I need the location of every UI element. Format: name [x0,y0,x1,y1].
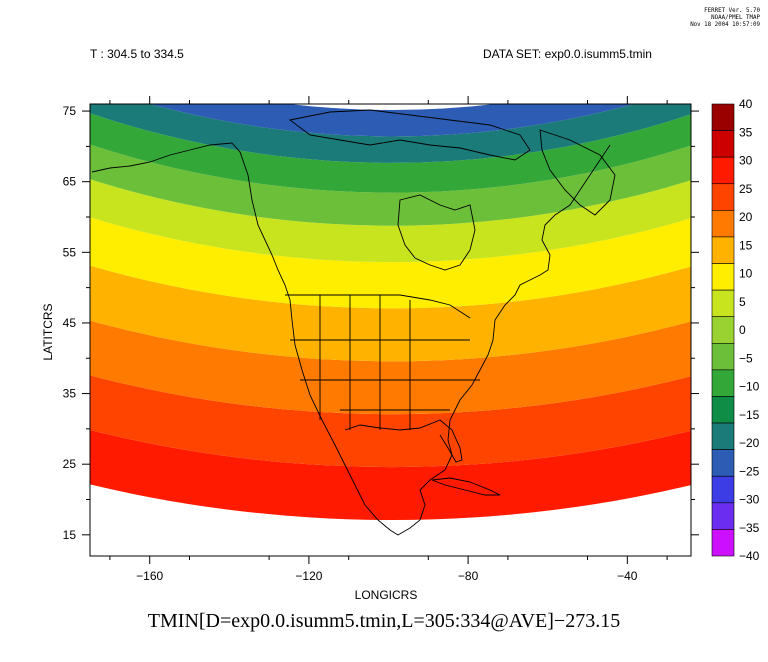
colorbar-label: −15 [739,408,760,422]
ferret-version: FERRET Ver. 5.70 [704,8,760,14]
y-tick-label: 25 [63,457,77,471]
colorbar-label: 15 [739,238,753,252]
temperature-field [90,104,691,521]
temperature-band [90,113,691,193]
greenland-coastline [539,129,616,216]
colorbar-swatch [711,130,735,158]
florida-coastline [439,419,463,463]
hudson-bay-coastline [397,194,476,271]
plot-frame [89,103,692,557]
colorbar-swatch [711,422,735,450]
y-tick-label: 75 [63,104,77,118]
x-tick-label: −120 [295,569,322,583]
temperature-band [90,375,691,468]
colorbar-swatch [711,103,735,131]
y-axis-label: LATITCRS [41,303,55,360]
colorbar-label: −40 [739,549,760,563]
colorbar-swatch [711,475,735,504]
x-tick-label: −160 [136,569,163,583]
colorbar-swatch [711,183,735,211]
ferret-org: NOAA/PMEL TMAP [711,15,760,21]
gulf-coastline [344,419,441,431]
y-tick-label: 55 [63,245,77,259]
colorbar-label: 25 [739,182,753,196]
temperature-band [90,104,691,163]
colorbar-swatch [711,369,735,397]
colorbar-label: 0 [739,323,746,337]
y-tick-label: 35 [63,387,77,401]
x-axis-label: LONGICRS [355,588,418,602]
time-range-label: T : 304.5 to 334.5 [90,47,184,61]
coastlines [91,109,616,536]
colorbar-label: −5 [739,351,753,365]
colorbar-swatch [711,236,735,264]
temperature-band [150,104,634,137]
temperature-band [90,217,691,309]
y-tick-label: 45 [63,316,77,330]
colorbar-label: −25 [739,464,760,478]
north-america-coastline [91,142,611,536]
us-state-lines [290,295,480,430]
colorbar-swatch [711,342,735,371]
colorbar-label: −30 [739,493,760,507]
colorbar-swatch [711,289,735,318]
x-tick-label: −80 [458,569,479,583]
x-tick-label: −40 [617,569,638,583]
ferret-date: Nov 18 2004 10:57:09 [690,22,760,28]
cuba-coastline [431,477,501,496]
colorbar-swatch [711,502,735,530]
colorbar-swatch [711,529,735,557]
colorbar-swatch [711,396,735,424]
colorbar-label: 40 [739,97,753,111]
colorbar-label: 35 [739,125,753,139]
plot-caption: TMIN[D=exp0.0.isumm5.tmin,L=305:334@AVE]… [147,610,621,632]
colorbar-swatch [711,210,735,238]
colorbar-swatch [711,449,735,477]
temperature-band [90,179,691,263]
colorbar-swatch [711,316,735,344]
dataset-label: DATA SET: exp0.0.isumm5.tmin [483,47,652,61]
colorbar-label: −35 [739,521,760,535]
chart: −160 −120 −80 −40 75 65 55 45 35 25 15 40 35 30 25 20 1… [41,96,760,602]
temperature-band [90,144,691,226]
colorbar: 40 35 30 25 20 15 10 5 0 −5 −10 −15 −20 −25 −30 −35 −40 [711,97,760,563]
temperature-band [90,265,691,362]
y-tick-label: 65 [63,175,77,189]
colorbar-label: 30 [739,154,753,168]
colorbar-swatch [711,263,735,291]
ferret-stamp: FERRET Ver. 5.70 NOAA/PMEL TMAP Nov 18 2… [600,8,760,29]
colorbar-label: 5 [739,295,746,309]
temperature-band [90,320,691,415]
y-tick-label: 15 [63,528,77,542]
colorbar-label: −10 [739,380,760,394]
colorbar-label: 20 [739,210,753,224]
colorbar-swatch [711,156,735,185]
arctic-islands [288,109,531,161]
axes: −160 −120 −80 −40 75 65 55 45 35 25 15 [63,96,699,583]
colorbar-label: 10 [739,267,753,281]
colorbar-label: −20 [739,436,760,450]
temperature-band [90,429,691,521]
